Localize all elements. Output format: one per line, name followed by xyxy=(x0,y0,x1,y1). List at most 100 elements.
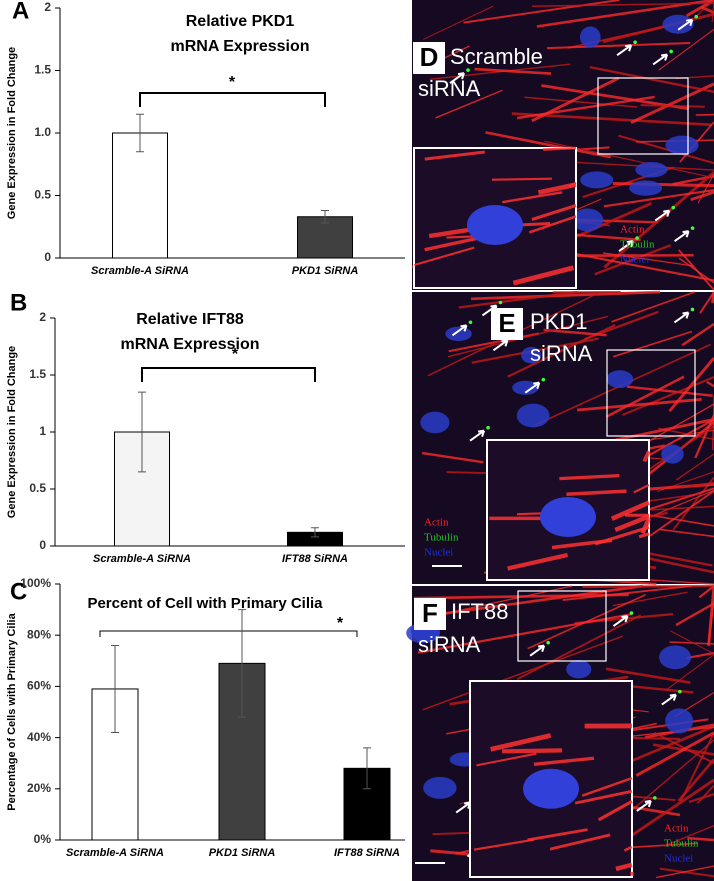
inset-frame xyxy=(517,590,607,662)
bracket xyxy=(139,92,326,107)
actin-fiber xyxy=(640,104,705,108)
actin-fiber xyxy=(687,836,714,842)
cilium xyxy=(690,226,695,230)
nucleus xyxy=(629,180,663,196)
arrow xyxy=(661,693,677,706)
actin-fiber xyxy=(437,584,644,616)
cilium xyxy=(541,377,546,382)
x-tick-label: PKD1 SiRNA xyxy=(209,847,276,859)
arrow xyxy=(654,209,671,222)
arrow xyxy=(451,324,468,337)
chart-title: Relative IFT88 xyxy=(136,311,244,328)
panel-label: siRNA xyxy=(418,76,481,101)
error-bar xyxy=(136,113,144,153)
arrow xyxy=(529,644,546,657)
chart-title: mRNA Expression xyxy=(121,336,260,353)
y-tick-label: 2 xyxy=(39,310,46,324)
actin-fiber xyxy=(610,500,650,521)
nucleus xyxy=(523,768,579,809)
cilium xyxy=(694,14,699,19)
cilium xyxy=(629,611,634,615)
stain-legend: Nuclei xyxy=(664,853,693,865)
actin-fiber xyxy=(631,685,694,694)
actin-fiber xyxy=(638,532,650,539)
stain-legend: Actin xyxy=(664,823,689,835)
nucleus xyxy=(516,403,550,428)
micrographs: D Scramble siRNA Actin Tubulin Nuclei E PKD1 siR… xyxy=(359,0,714,881)
actin-fiber xyxy=(581,776,633,797)
y-tick-label: 60% xyxy=(27,679,51,693)
bracket xyxy=(141,367,316,382)
cilium xyxy=(486,425,490,430)
actin-fiber xyxy=(574,789,633,805)
actin-fiber xyxy=(630,82,714,124)
actin-fiber xyxy=(642,450,651,463)
actin-fiber xyxy=(527,594,646,650)
actin-fiber xyxy=(635,731,714,777)
actin-fiber xyxy=(633,483,650,494)
actin-fiber xyxy=(476,752,537,767)
actin-fiber xyxy=(697,173,714,204)
actin-fiber xyxy=(422,451,484,464)
actin-fiber xyxy=(473,838,535,851)
cilium xyxy=(671,205,676,210)
arrow xyxy=(612,615,629,627)
actin-fiber xyxy=(675,602,714,627)
cilium xyxy=(678,689,682,694)
y-tick-label: 1 xyxy=(39,424,46,438)
actin-fiber xyxy=(622,376,714,416)
actin-fiber xyxy=(699,291,714,314)
actin-fiber xyxy=(458,290,578,309)
y-tick-label: 1.0 xyxy=(34,125,51,139)
arrow xyxy=(524,381,541,394)
actin-fiber xyxy=(681,322,714,347)
nucleus xyxy=(665,708,694,734)
actin-fiber xyxy=(688,793,714,804)
panel-label: Scramble xyxy=(450,44,543,69)
actin-fiber xyxy=(612,182,714,188)
actin-fiber xyxy=(537,182,577,195)
error-bar xyxy=(138,391,146,473)
x-tick-label: Scramble-A SiRNA xyxy=(93,553,191,565)
nucleus xyxy=(580,171,614,189)
y-axis-label: Gene Expression in Fold Change xyxy=(6,346,18,518)
actin-fiber xyxy=(669,641,714,645)
panel-label: siRNA xyxy=(530,341,593,366)
actin-fiber xyxy=(659,528,714,538)
arrow xyxy=(673,311,690,324)
actin-fiber xyxy=(463,0,620,24)
actin-fiber xyxy=(647,490,714,539)
x-tick-label: PKD1 SiRNA xyxy=(292,265,359,277)
nucleus xyxy=(572,208,604,232)
actin-fiber xyxy=(502,191,563,204)
actin-fiber xyxy=(502,748,563,754)
nucleus xyxy=(467,205,523,245)
y-axis-label: Percentage of Cells with Primary Cilia xyxy=(6,612,18,810)
actin-fiber xyxy=(474,67,552,75)
actin-fiber xyxy=(470,290,661,301)
chart-title: Relative PKD1 xyxy=(186,13,295,30)
panel-label: PKD1 xyxy=(530,309,587,334)
actin-fiber xyxy=(597,799,633,822)
stain-legend: Nuclei xyxy=(424,547,453,559)
actin-fiber xyxy=(594,525,650,546)
actin-fiber xyxy=(562,585,692,601)
actin-fiber xyxy=(577,397,702,412)
nucleus xyxy=(423,776,457,799)
actin-fiber xyxy=(527,828,588,842)
actin-fiber xyxy=(531,203,577,222)
actin-fiber xyxy=(424,235,485,252)
actin-fiber xyxy=(640,517,652,535)
panel-letter: F xyxy=(422,598,438,628)
arrow xyxy=(677,18,694,31)
error-bar xyxy=(311,527,319,538)
arrow xyxy=(636,799,652,812)
actin-fiber xyxy=(665,654,714,691)
actin-fiber xyxy=(516,614,642,680)
actin-fiber xyxy=(582,584,714,589)
stain-legend: Actin xyxy=(620,224,645,236)
actin-fiber xyxy=(701,6,714,14)
nucleus xyxy=(579,26,601,48)
y-tick-label: 20% xyxy=(27,781,51,795)
